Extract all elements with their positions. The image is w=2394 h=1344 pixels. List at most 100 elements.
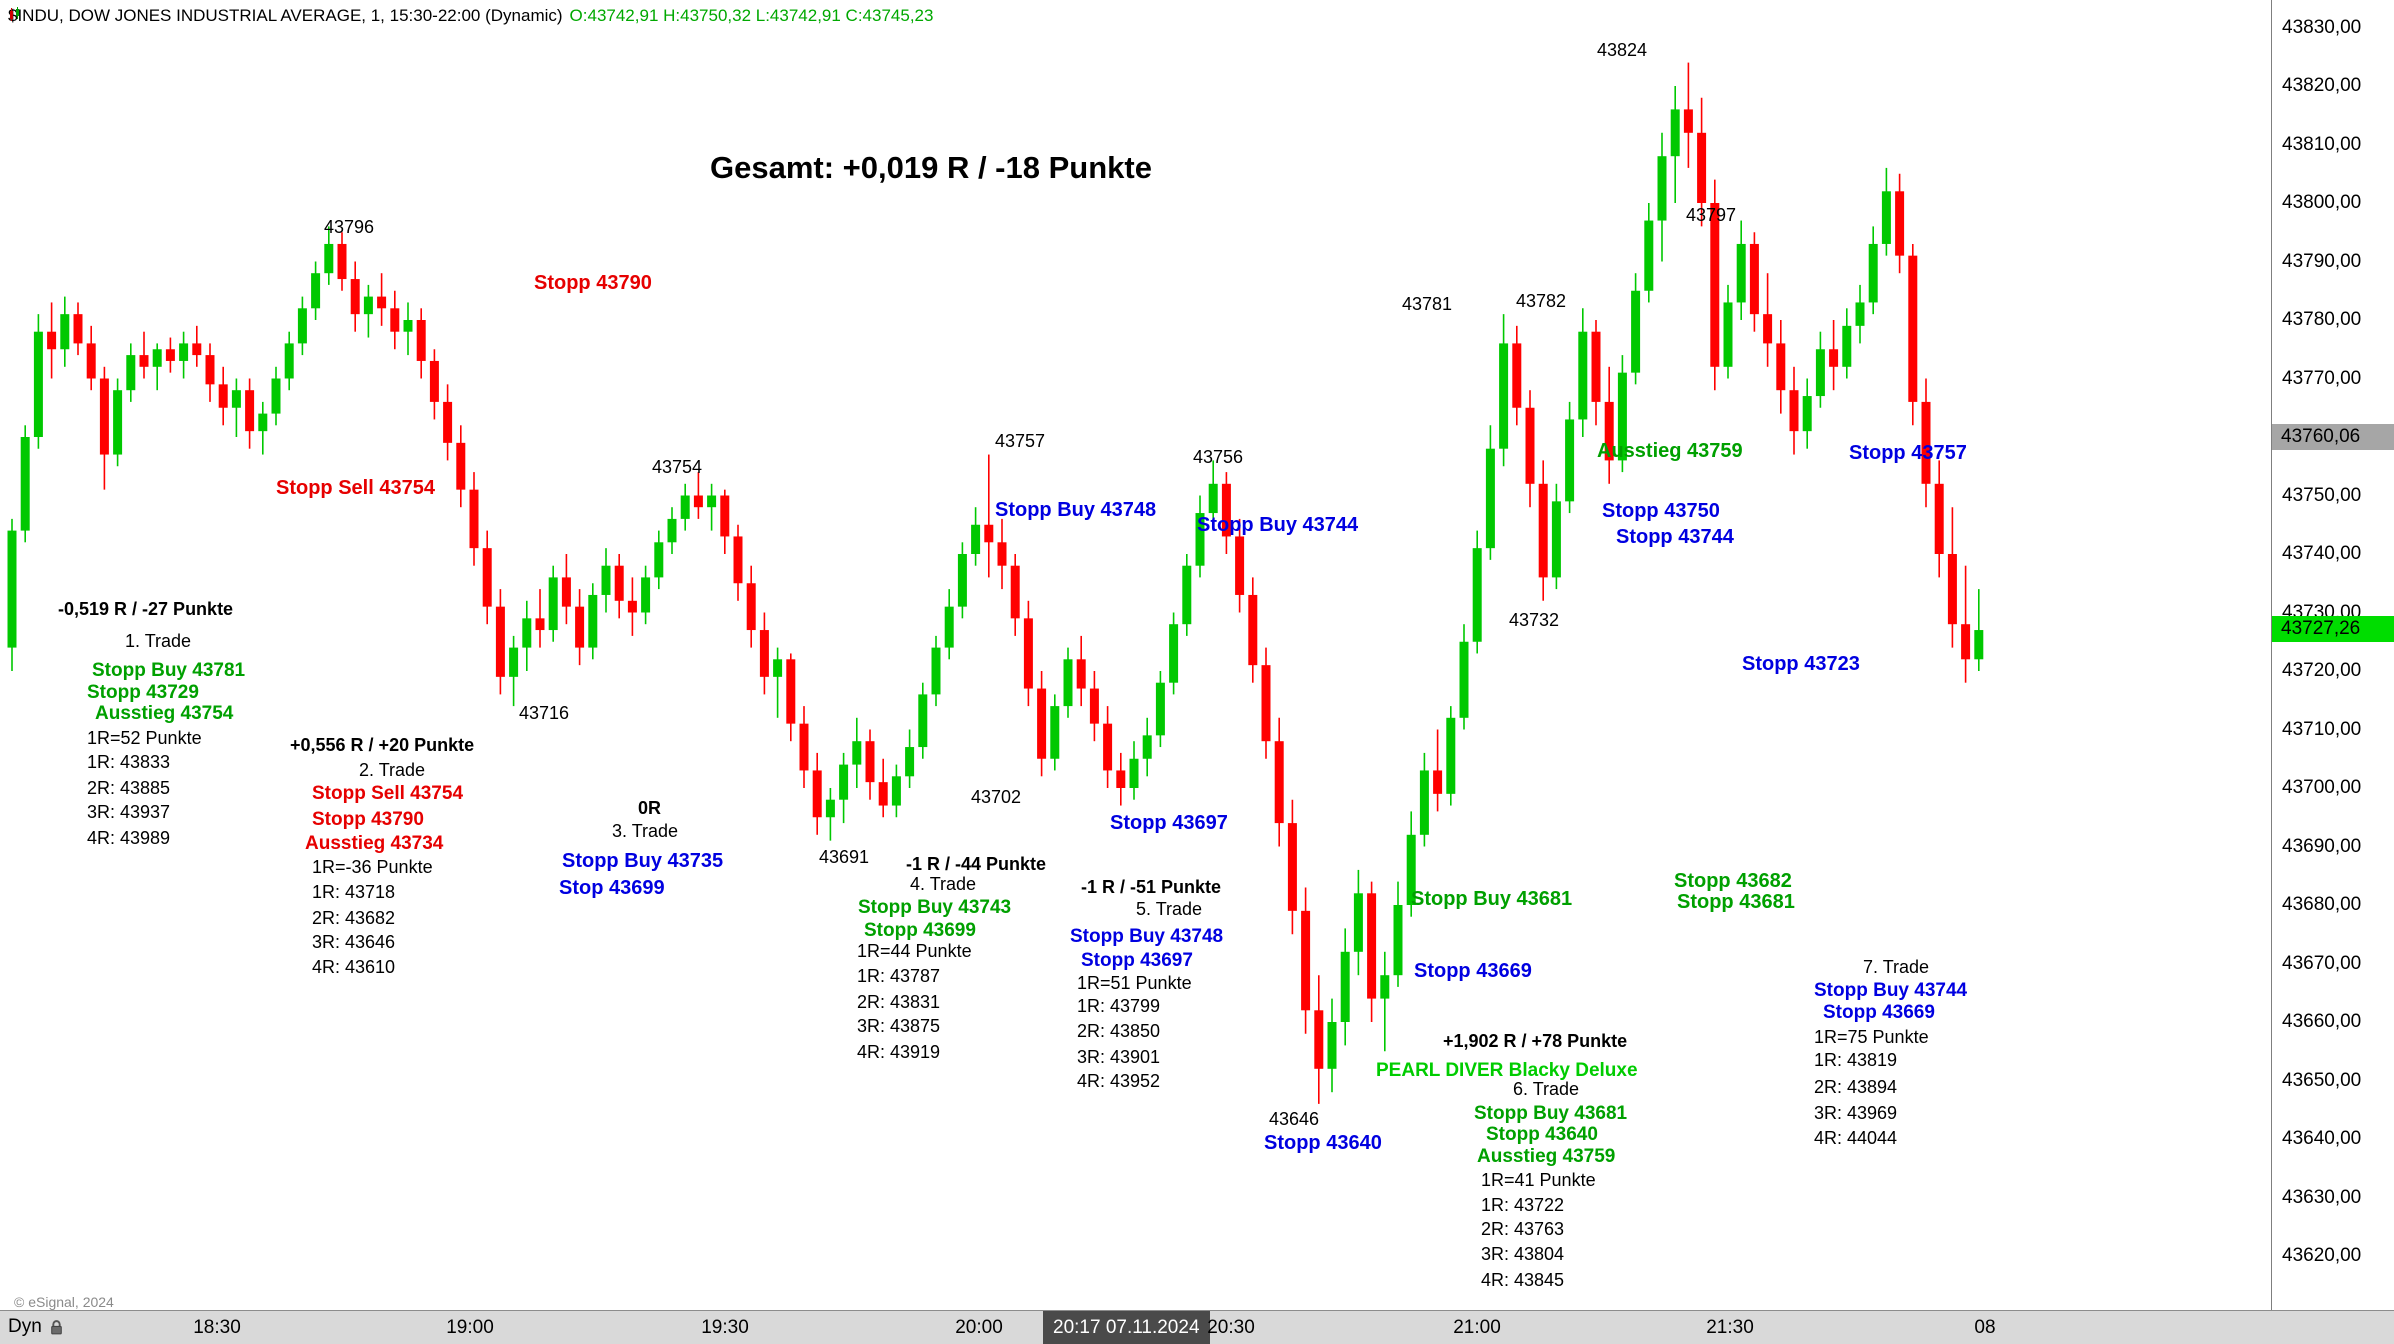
- candle-body: [139, 355, 149, 367]
- time-axis-label: 20:00: [955, 1317, 1003, 1338]
- candle-body: [1908, 255, 1918, 402]
- candle-body: [99, 378, 109, 455]
- candle-body: [1472, 548, 1482, 642]
- candle-body: [707, 495, 717, 508]
- candle-body: [1248, 594, 1258, 666]
- price-axis-label: 43820,00: [2282, 75, 2362, 96]
- price-axis-label: 43750,00: [2282, 484, 2362, 506]
- candle-body: [1934, 483, 1944, 554]
- candle-body: [1063, 659, 1073, 707]
- candle-body: [337, 243, 347, 280]
- candle-body: [20, 437, 30, 531]
- candle-body: [284, 343, 294, 379]
- candle-body: [482, 548, 492, 607]
- candle-body: [812, 770, 822, 818]
- time-axis[interactable]: Dyn 20:17 07.11.2024 18:30 19:00 19:30 20:0…: [0, 1310, 2394, 1344]
- chart-plot-area[interactable]: 43796 Stopp 43790 Stopp Sell 43754 43754 437…: [0, 0, 2271, 1310]
- candle-body: [1037, 688, 1047, 759]
- candle-body: [641, 577, 651, 613]
- candle-body: [1657, 156, 1667, 221]
- price-axis-label: 43770,00: [2282, 367, 2362, 389]
- price-axis-label: 43680,00: [2282, 894, 2362, 915]
- candle-body: [865, 741, 875, 783]
- price-axis-label: 43810,00: [2282, 133, 2362, 155]
- candle-body: [720, 495, 730, 537]
- candle-body: [1512, 343, 1522, 408]
- candle-body: [1459, 641, 1469, 718]
- candle-body: [1683, 109, 1693, 133]
- candle-body: [1723, 302, 1733, 367]
- candle-body: [1327, 1022, 1337, 1069]
- candle-body: [429, 360, 439, 402]
- candle-body: [1631, 290, 1641, 373]
- candle-body: [350, 279, 360, 315]
- candle-body: [73, 314, 83, 344]
- candle-body: [1380, 975, 1390, 999]
- price-axis-label: 43640,00: [2282, 1128, 2362, 1149]
- candle-body: [1287, 823, 1297, 911]
- candle-body: [1697, 132, 1707, 203]
- candle-body: [1736, 243, 1746, 303]
- candle-body: [324, 243, 334, 274]
- candle-body: [1961, 624, 1971, 660]
- candle-body: [1921, 401, 1931, 484]
- candle-body: [192, 343, 202, 356]
- lock-icon[interactable]: [48, 1319, 65, 1336]
- price-axis-label: 43740,00: [2282, 543, 2362, 564]
- candle-body: [47, 331, 57, 350]
- candle-body: [957, 554, 967, 607]
- candle-body: [1076, 659, 1086, 689]
- candle-body: [1789, 390, 1799, 432]
- candle-body: [786, 659, 796, 724]
- candle-body: [839, 764, 849, 800]
- price-axis-label: 43830,00: [2282, 16, 2362, 38]
- candle-body: [509, 647, 519, 677]
- candle-body: [1670, 109, 1680, 157]
- candle-body: [126, 355, 136, 391]
- candle-body: [1617, 372, 1627, 461]
- last-price-tag: 43727,26: [2272, 615, 2394, 642]
- dyn-mode-toggle[interactable]: Dyn: [8, 1316, 65, 1338]
- candle-body: [469, 489, 479, 549]
- candle-body: [443, 401, 453, 443]
- price-axis[interactable]: 43760,06 43727,26 43830,00 43820,00 43810,…: [2271, 0, 2394, 1310]
- candle-body: [1116, 770, 1126, 788]
- candle-body: [1023, 618, 1033, 689]
- instrument-icon: [10, 7, 19, 21]
- candle-body: [165, 349, 175, 361]
- candle-body: [416, 320, 426, 361]
- candle-body: [759, 630, 769, 677]
- candle-body: [1155, 682, 1165, 736]
- candle-body: [1419, 770, 1429, 835]
- time-axis-label: 21:00: [1453, 1317, 1501, 1338]
- candle-body: [1538, 483, 1548, 578]
- candle-body: [1010, 565, 1020, 619]
- time-axis-label: 19:30: [701, 1317, 749, 1338]
- candle-body: [205, 355, 215, 385]
- candle-body: [1881, 191, 1891, 244]
- candle-body: [588, 594, 598, 648]
- candle-body: [614, 565, 624, 601]
- candle-body: [390, 308, 400, 332]
- candle-body: [1340, 951, 1350, 1022]
- candle-body: [825, 799, 835, 818]
- candle-body: [231, 390, 241, 408]
- candle-body: [1301, 910, 1311, 1011]
- candle-body: [1551, 501, 1561, 578]
- candle-body: [1235, 536, 1245, 595]
- candle-body: [878, 782, 888, 806]
- candle-body: [403, 320, 413, 332]
- candle-body: [1749, 243, 1759, 315]
- candle-body: [363, 296, 373, 315]
- candle-body: [971, 524, 981, 554]
- candle-body: [1855, 302, 1865, 326]
- candle-body: [495, 606, 505, 677]
- candle-body: [33, 331, 43, 437]
- candle-body: [1763, 314, 1773, 344]
- candle-body: [377, 296, 387, 309]
- candle-body: [931, 647, 941, 695]
- candle-body: [733, 536, 743, 584]
- candle-body: [746, 583, 756, 631]
- candle-body: [1089, 688, 1099, 724]
- candle-body: [852, 741, 862, 765]
